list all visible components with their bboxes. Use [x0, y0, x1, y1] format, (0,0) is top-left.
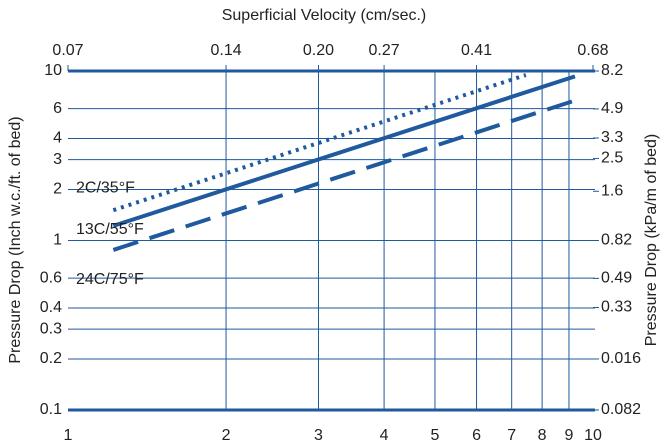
y2-tick-label: 8.2: [601, 62, 623, 79]
y-axis-label: Pressure Drop (Inch w.c./ft. of bed): [7, 116, 24, 363]
y2-tick-label: 0.49: [601, 270, 632, 287]
x-tick-label: 4: [380, 427, 389, 444]
x-tick-label: 2: [222, 427, 231, 444]
y-tick-label: 3: [53, 151, 62, 168]
chart-title: Superficial Velocity (cm/sec.): [222, 7, 427, 24]
series-line: [112, 98, 578, 252]
y2-tick-label: 1.6: [601, 183, 623, 200]
y2-tick-label: 0.82: [601, 232, 632, 249]
x-tick-label: 9: [565, 427, 574, 444]
legend-label: 24C/75°F: [76, 271, 144, 288]
y2-tick-label: 3.3: [601, 129, 623, 146]
x-tick-label: 10: [584, 427, 602, 444]
y2-tick-label: 0.082: [601, 401, 641, 418]
y2-tick-label: 0.016: [601, 350, 641, 367]
x-tick-label: 6: [472, 427, 481, 444]
series-line: [112, 74, 576, 228]
x2-tick-label: 0.20: [303, 42, 334, 59]
legend-label: 13C/55°F: [76, 221, 144, 238]
y-tick-label: 0.2: [40, 350, 62, 367]
y-tick-label: 6: [53, 100, 62, 117]
y-tick-label: 2: [53, 181, 62, 198]
y-tick-label: 0.6: [40, 269, 62, 286]
y-tick-label: 0.4: [40, 299, 62, 316]
x-tick-label: 1: [64, 427, 73, 444]
x-tick-label: 7: [507, 427, 516, 444]
x-tick-label: 5: [431, 427, 440, 444]
y2-tick-label: 4.9: [601, 100, 623, 117]
y2-tick-label: 2.5: [601, 150, 623, 167]
y-tick-label: 4: [53, 130, 62, 147]
y-tick-label: 0.1: [40, 401, 62, 418]
x-tick-label: 8: [538, 427, 547, 444]
y-tick-label: 0.3: [40, 320, 62, 337]
y2-axis-label: Pressure Drop (kPa/m of bed): [643, 134, 660, 347]
y2-tick-label: 0.33: [601, 299, 632, 316]
y-tick-label: 1: [53, 232, 62, 249]
x2-tick-label: 0.27: [369, 42, 400, 59]
legend-label: 2C/35°F: [76, 179, 135, 196]
x2-tick-label: 0.68: [577, 42, 608, 59]
x-tick-label: 3: [314, 427, 323, 444]
x2-tick-label: 0.07: [52, 42, 83, 59]
series-line: [112, 73, 527, 213]
y-tick-label: 10: [44, 62, 62, 79]
x2-tick-label: 0.41: [461, 42, 492, 59]
x2-tick-label: 0.14: [210, 42, 241, 59]
